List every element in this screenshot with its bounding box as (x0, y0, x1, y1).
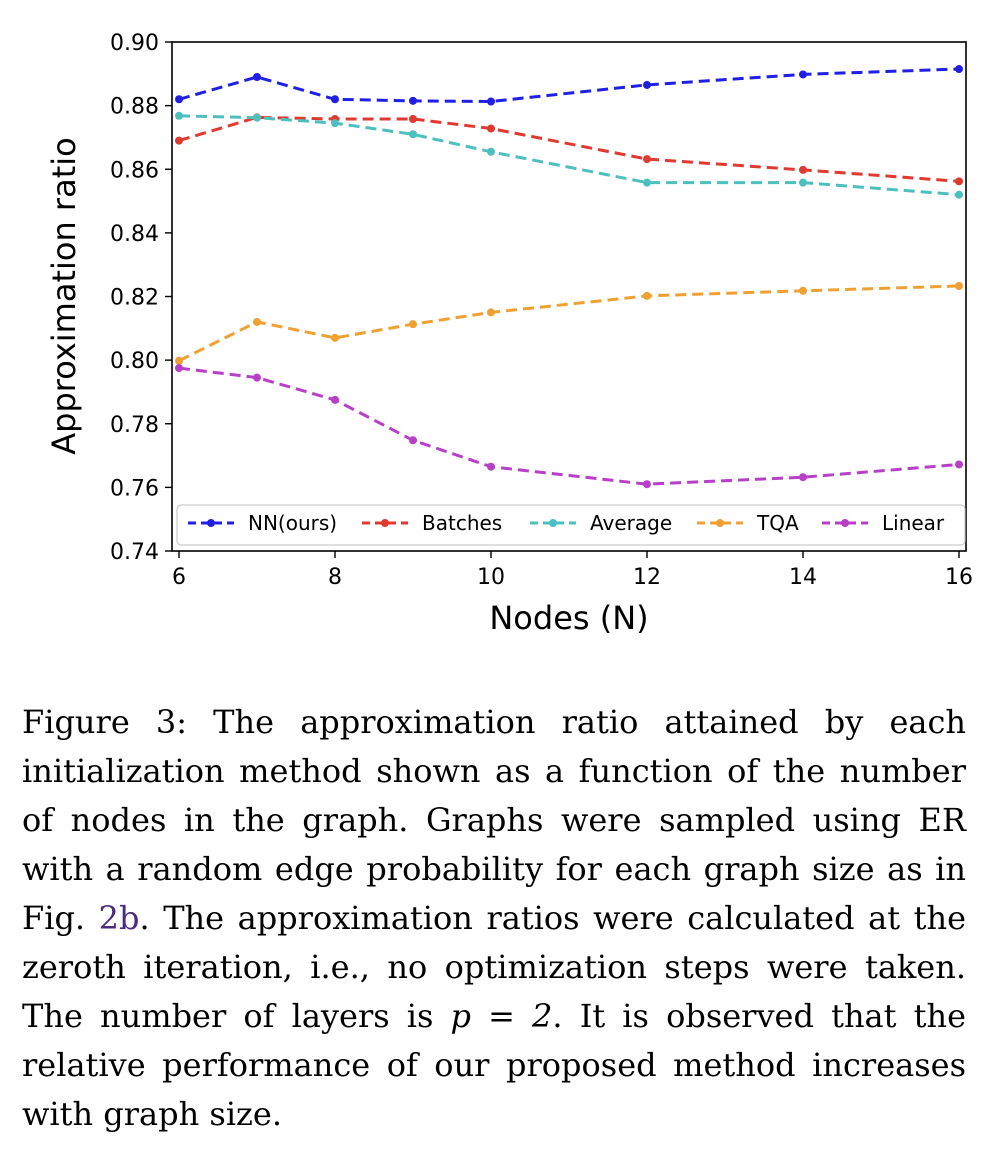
series-batches (175, 113, 963, 186)
data-point-linear (331, 395, 339, 404)
data-point-batches (643, 155, 651, 164)
x-tick-label: 8 (328, 565, 342, 590)
data-point-batches (487, 124, 495, 133)
legend-marker-linear (841, 519, 849, 527)
y-tick-label: 0.88 (110, 95, 159, 120)
y-tick-label: 0.76 (110, 476, 159, 501)
data-point-average (331, 119, 339, 128)
legend: NN(ours) Batches Average TQA Linear (176, 504, 966, 546)
data-point-linear (643, 480, 651, 489)
legend-marker-nn-ours (207, 519, 215, 527)
series-line-batches (178, 115, 960, 183)
data-point-average (643, 178, 651, 187)
data-point-batches (175, 136, 183, 145)
data-point-average (955, 190, 963, 199)
data-point-tqa (955, 282, 963, 291)
legend-marker-tqa (716, 519, 724, 527)
data-point-average (175, 111, 183, 120)
legend-marker-average (549, 519, 557, 527)
data-point-tqa (253, 317, 261, 326)
data-point-tqa (175, 356, 183, 365)
y-axis-ticks: 0.74 0.76 0.78 0.80 0.82 0.84 0.86 0.88 0.90 (110, 31, 172, 565)
y-tick-label: 0.84 (110, 222, 159, 247)
data-point-average (253, 113, 261, 122)
y-tick-label: 0.82 (110, 286, 159, 311)
data-point-linear (175, 364, 183, 373)
data-point-average (409, 130, 417, 139)
series-average (175, 111, 963, 199)
series-linear (175, 364, 963, 489)
data-point-tqa (643, 291, 651, 300)
caption-text-2: . The approximation ratios were calculat… (22, 899, 967, 1035)
series-line-nn-ours (178, 67, 960, 104)
data-point-batches (409, 114, 417, 123)
legend-label-tqa: TQA (756, 511, 799, 535)
data-point-linear (799, 473, 807, 482)
x-axis-title: Nodes (N) (489, 599, 648, 637)
data-point-nn-ours (409, 96, 417, 105)
data-point-linear (487, 462, 495, 471)
y-tick-label: 0.90 (110, 31, 159, 56)
legend-box (176, 504, 966, 546)
data-point-tqa (487, 308, 495, 317)
series-tqa (175, 282, 963, 365)
data-point-average (487, 147, 495, 156)
data-point-nn-ours (175, 95, 183, 104)
x-axis-ticks: 6 8 10 12 14 16 (172, 551, 973, 590)
line-chart: 0.74 0.76 0.78 0.80 0.82 0.84 0.86 0.88 0.90 6 8 1… (45, 31, 973, 637)
data-point-nn-ours (331, 95, 339, 104)
legend-label-linear: Linear (882, 511, 945, 535)
series-line-average (178, 114, 960, 197)
data-point-tqa (799, 286, 807, 295)
series-layer (175, 65, 963, 489)
x-tick-label: 10 (477, 565, 505, 590)
figure-reference-link[interactable]: 2b (98, 899, 140, 937)
data-point-nn-ours (799, 70, 807, 79)
series-line-linear (178, 366, 960, 486)
data-point-linear (409, 436, 417, 445)
data-point-linear (253, 373, 261, 382)
data-point-nn-ours (253, 72, 261, 81)
data-point-nn-ours (955, 65, 963, 74)
x-tick-label: 12 (633, 565, 661, 590)
data-point-batches (799, 165, 807, 174)
y-tick-label: 0.74 (110, 540, 159, 565)
series-nn-ours (175, 65, 963, 106)
data-point-linear (955, 460, 963, 469)
caption-text-1: Figure 3: The approximation ratio attain… (22, 703, 966, 937)
y-tick-label: 0.80 (110, 349, 159, 374)
data-point-tqa (409, 320, 417, 329)
data-point-batches (955, 177, 963, 186)
series-line-tqa (178, 284, 960, 363)
data-point-nn-ours (643, 80, 651, 89)
data-point-nn-ours (487, 97, 495, 106)
x-tick-label: 14 (789, 565, 817, 590)
x-tick-label: 16 (945, 565, 973, 590)
caption-text-3: . It is observed that the relative perfo… (22, 997, 966, 1133)
caption-math: p = 2 (450, 997, 553, 1035)
y-axis-title: Approximation ratio (45, 137, 83, 454)
y-tick-label: 0.78 (110, 413, 159, 438)
y-tick-label: 0.86 (110, 158, 159, 183)
x-tick-label: 6 (172, 565, 186, 590)
plot-frame (171, 41, 967, 552)
figure-caption: Figure 3: The approximation ratio attain… (22, 698, 966, 1139)
legend-label-average: Average (590, 511, 672, 535)
legend-marker-batches (381, 519, 389, 527)
legend-label-batches: Batches (422, 511, 502, 535)
legend-label-nn-ours: NN(ours) (248, 511, 337, 535)
data-point-tqa (331, 333, 339, 342)
data-point-average (799, 178, 807, 187)
